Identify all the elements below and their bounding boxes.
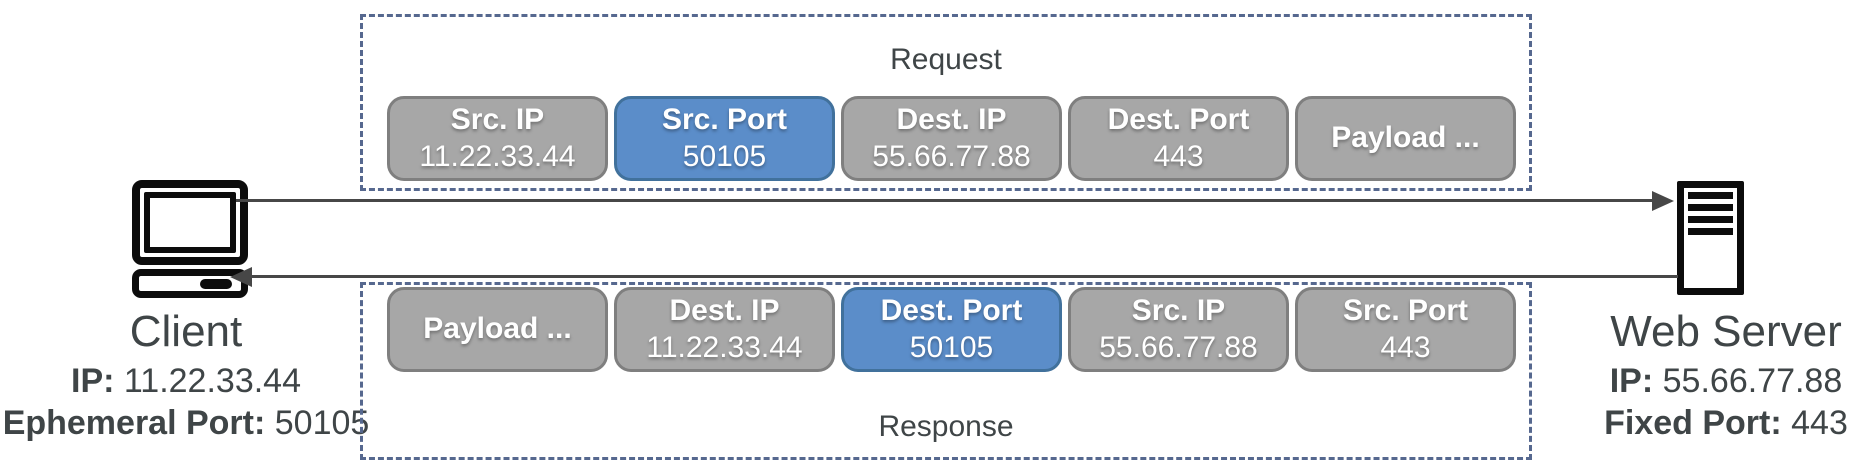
field-label: Src. Port	[1342, 294, 1469, 327]
server-slot-line	[1688, 204, 1733, 211]
server-port-label: Fixed Port:	[1604, 404, 1782, 443]
client-port: Ephemeral Port: 50105	[0, 404, 372, 443]
server-ip: IP: 55.66.77.88	[1586, 362, 1866, 401]
response-field-dest-port: Dest. Port 50105	[841, 287, 1062, 372]
field-label: Payload ...	[1331, 121, 1480, 154]
request-title: Request	[890, 43, 1002, 76]
response-arrow-line	[250, 275, 1678, 278]
field-label: Src. Port	[661, 103, 788, 136]
request-field-dest-port: Dest. Port 443	[1068, 96, 1289, 181]
request-field-src-ip: Src. IP 11.22.33.44	[387, 96, 608, 181]
response-field-src-ip: Src. IP 55.66.77.88	[1068, 287, 1289, 372]
field-label: Payload ...	[423, 312, 572, 345]
request-arrowhead-icon	[1652, 191, 1674, 211]
keyboard-icon	[132, 269, 248, 298]
client-computer-icon	[132, 180, 248, 265]
request-group: Request Src. IP 11.22.33.44 Src. Port 50…	[360, 14, 1532, 191]
response-field-dest-ip: Dest. IP 11.22.33.44	[614, 287, 835, 372]
request-field-dest-ip: Dest. IP 55.66.77.88	[841, 96, 1062, 181]
client-info: Client IP: 11.22.33.44 Ephemeral Port: 5…	[0, 307, 372, 443]
server-ip-label: IP:	[1609, 362, 1654, 401]
field-value: 55.66.77.88	[1099, 331, 1258, 364]
response-arrowhead-icon	[230, 267, 252, 287]
web-server-icon	[1677, 181, 1744, 295]
field-label: Src. IP	[450, 103, 545, 136]
client-ip: IP: 11.22.33.44	[0, 362, 372, 401]
server-slot-line	[1688, 192, 1733, 199]
client-label: Client	[129, 307, 243, 356]
field-value: 55.66.77.88	[872, 140, 1031, 173]
field-value: 443	[1380, 331, 1431, 364]
server-label: Web Server	[1610, 307, 1842, 356]
client-port-value: 50105	[274, 404, 370, 443]
response-fields: Payload ... Dest. IP 11.22.33.44 Dest. P…	[387, 287, 1516, 372]
field-label: Dest. Port	[880, 294, 1023, 327]
response-field-src-port: Src. Port 443	[1295, 287, 1516, 372]
monitor-screen	[144, 192, 236, 253]
server-ip-value: 55.66.77.88	[1662, 362, 1843, 401]
server-port-value: 443	[1791, 404, 1848, 443]
response-field-payload: Payload ...	[387, 287, 608, 372]
field-value: 11.22.33.44	[646, 331, 803, 364]
server-info: Web Server IP: 55.66.77.88 Fixed Port: 4…	[1586, 307, 1866, 443]
server-port: Fixed Port: 443	[1586, 404, 1866, 443]
request-field-payload: Payload ...	[1295, 96, 1516, 181]
server-slot-line	[1688, 216, 1733, 223]
client-ip-label: IP:	[71, 362, 115, 401]
request-field-src-port: Src. Port 50105	[614, 96, 835, 181]
field-label: Dest. IP	[669, 294, 780, 327]
field-value: 50105	[682, 140, 767, 173]
keyboard-key	[200, 278, 232, 289]
response-title: Response	[878, 410, 1014, 443]
field-value: 443	[1153, 140, 1204, 173]
client-ip-value: 11.22.33.44	[123, 362, 301, 401]
field-label: Dest. Port	[1107, 103, 1250, 136]
field-value: 50105	[909, 331, 994, 364]
request-arrow-line	[236, 199, 1656, 202]
field-label: Dest. IP	[896, 103, 1007, 136]
field-label: Src. IP	[1131, 294, 1226, 327]
request-fields: Src. IP 11.22.33.44 Src. Port 50105 Dest…	[387, 96, 1516, 181]
response-group: Payload ... Dest. IP 11.22.33.44 Dest. P…	[360, 282, 1532, 460]
client-port-label: Ephemeral Port:	[2, 404, 266, 443]
field-value: 11.22.33.44	[419, 140, 576, 173]
server-slot-line	[1688, 228, 1733, 235]
